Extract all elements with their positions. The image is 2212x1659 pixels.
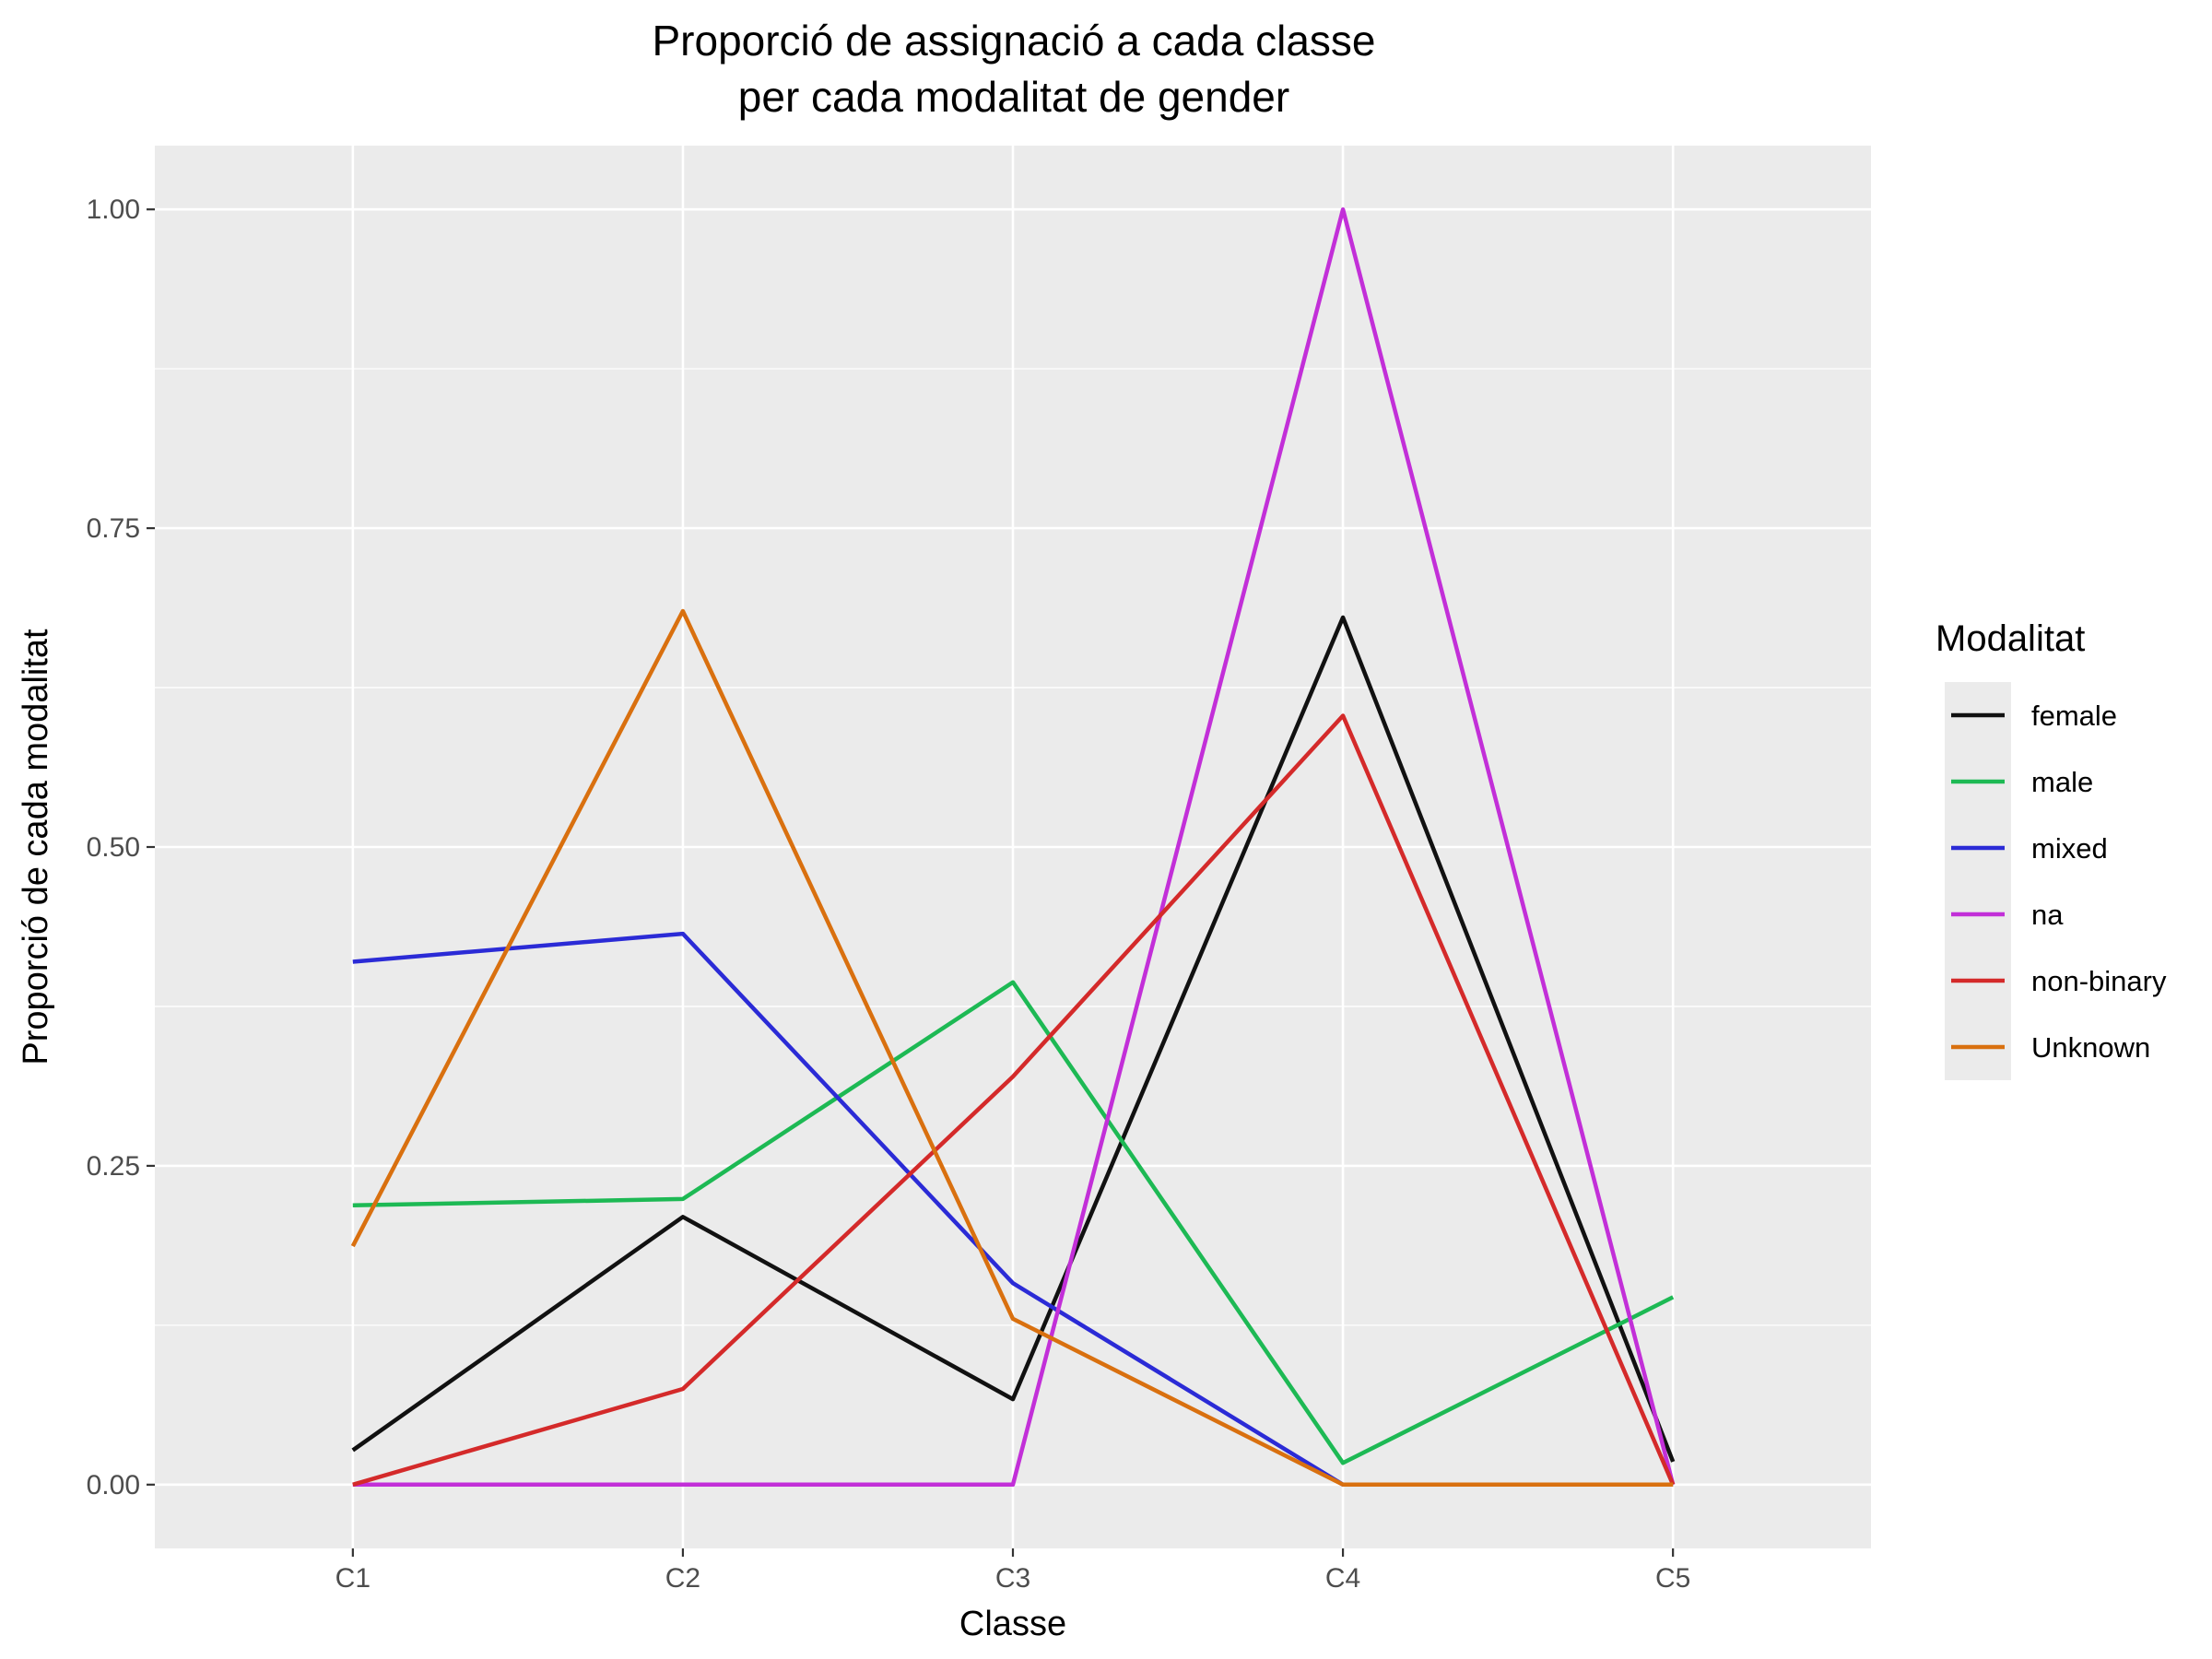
y-tick-label: 0.00 — [87, 1470, 140, 1500]
x-axis-title: Classe — [959, 1605, 1066, 1643]
legend-label-unknown: Unknown — [2031, 1031, 2150, 1064]
chart-title-line-1: Proporció de assignació a cada classe — [652, 17, 1375, 65]
legend-label-na: na — [2031, 899, 2064, 931]
x-tick-label: C4 — [1325, 1563, 1360, 1594]
legend-title: Modalitat — [1936, 618, 2085, 659]
series-line-female — [351, 615, 1676, 1463]
series-line-na — [352, 206, 1676, 1488]
series-line-male — [352, 980, 1675, 1465]
series-line-non-binary — [352, 713, 1676, 1487]
legend-items: female male mixed na non-binary Unknown — [1945, 682, 2167, 1080]
y-axis-title: Proporció de cada modalitat — [17, 629, 55, 1065]
x-axis: C1 C2 C3 C4 C5 — [335, 1548, 1690, 1594]
x-tick-label: C3 — [995, 1563, 1030, 1594]
y-tick-label: 1.00 — [87, 194, 140, 225]
legend-label-female: female — [2031, 700, 2117, 732]
y-tick-label: 0.50 — [87, 832, 140, 863]
y-axis: 0.00 0.25 0.50 0.75 1.00 — [87, 194, 155, 1500]
x-tick-label: C1 — [335, 1563, 371, 1594]
legend-label-male: male — [2031, 766, 2093, 798]
series-line-unknown — [350, 608, 1674, 1488]
x-tick-label: C5 — [1655, 1563, 1690, 1594]
series-lines — [350, 206, 1676, 1488]
legend-label-non-binary: non-binary — [2031, 965, 2167, 997]
chart-title-line-2: per cada modalitat de gender — [738, 73, 1289, 121]
major-gridlines — [155, 146, 1871, 1548]
legend-label-mixed: mixed — [2031, 832, 2108, 865]
y-tick-label: 0.25 — [87, 1151, 140, 1182]
y-tick-label: 0.75 — [87, 513, 140, 544]
legend: Modalitat female male mixed na non-binary Unk… — [1936, 618, 2167, 1080]
x-tick-label: C2 — [665, 1563, 700, 1594]
